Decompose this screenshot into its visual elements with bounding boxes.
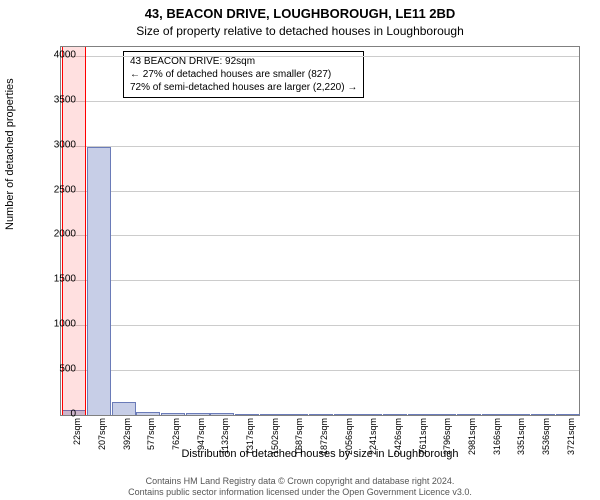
chart-container: 43, BEACON DRIVE, LOUGHBOROUGH, LE11 2BD… (0, 0, 600, 500)
bar (334, 414, 358, 415)
bar (556, 414, 580, 415)
y-tick: 1500 (40, 274, 76, 285)
y-axis-label: Number of detached properties (4, 78, 16, 230)
gridline (61, 325, 579, 326)
gridline (61, 370, 579, 371)
footer-line-1: Contains HM Land Registry data © Crown c… (0, 476, 600, 487)
y-tick: 1000 (40, 319, 76, 330)
y-tick: 2000 (40, 229, 76, 240)
gridline (61, 235, 579, 236)
bar (358, 414, 382, 415)
bar (482, 414, 506, 415)
y-tick: 4000 (40, 49, 76, 60)
gridline (61, 101, 579, 102)
gridline (61, 280, 579, 281)
bar (457, 414, 481, 415)
bar (506, 414, 530, 415)
bar (531, 414, 555, 415)
bar (408, 414, 432, 415)
bar (235, 414, 259, 415)
plot-area: 43 BEACON DRIVE: 92sqm ← 27% of detached… (60, 46, 580, 416)
y-tick: 2500 (40, 184, 76, 195)
y-tick: 0 (40, 409, 76, 420)
annotation-box: 43 BEACON DRIVE: 92sqm ← 27% of detached… (123, 51, 364, 98)
gridline (61, 56, 579, 57)
bar (309, 414, 333, 415)
bar (432, 414, 456, 415)
bar (87, 147, 111, 415)
bar (112, 402, 136, 415)
page-subtitle: Size of property relative to detached ho… (0, 24, 600, 38)
bar (210, 413, 234, 415)
page-title: 43, BEACON DRIVE, LOUGHBOROUGH, LE11 2BD (0, 6, 600, 21)
footer-line-2: Contains public sector information licen… (0, 487, 600, 498)
y-tick: 500 (40, 364, 76, 375)
bar (383, 414, 407, 415)
gridline (61, 191, 579, 192)
y-tick: 3500 (40, 94, 76, 105)
footer: Contains HM Land Registry data © Crown c… (0, 476, 600, 499)
bar (260, 414, 284, 415)
annotation-line-2: ← 27% of detached houses are smaller (82… (130, 68, 357, 81)
bar (136, 412, 160, 415)
bar (186, 413, 210, 415)
y-tick: 3000 (40, 139, 76, 150)
bar (161, 413, 185, 415)
gridline (61, 146, 579, 147)
bar (284, 414, 308, 415)
annotation-line-3: 72% of semi-detached houses are larger (… (130, 81, 357, 94)
